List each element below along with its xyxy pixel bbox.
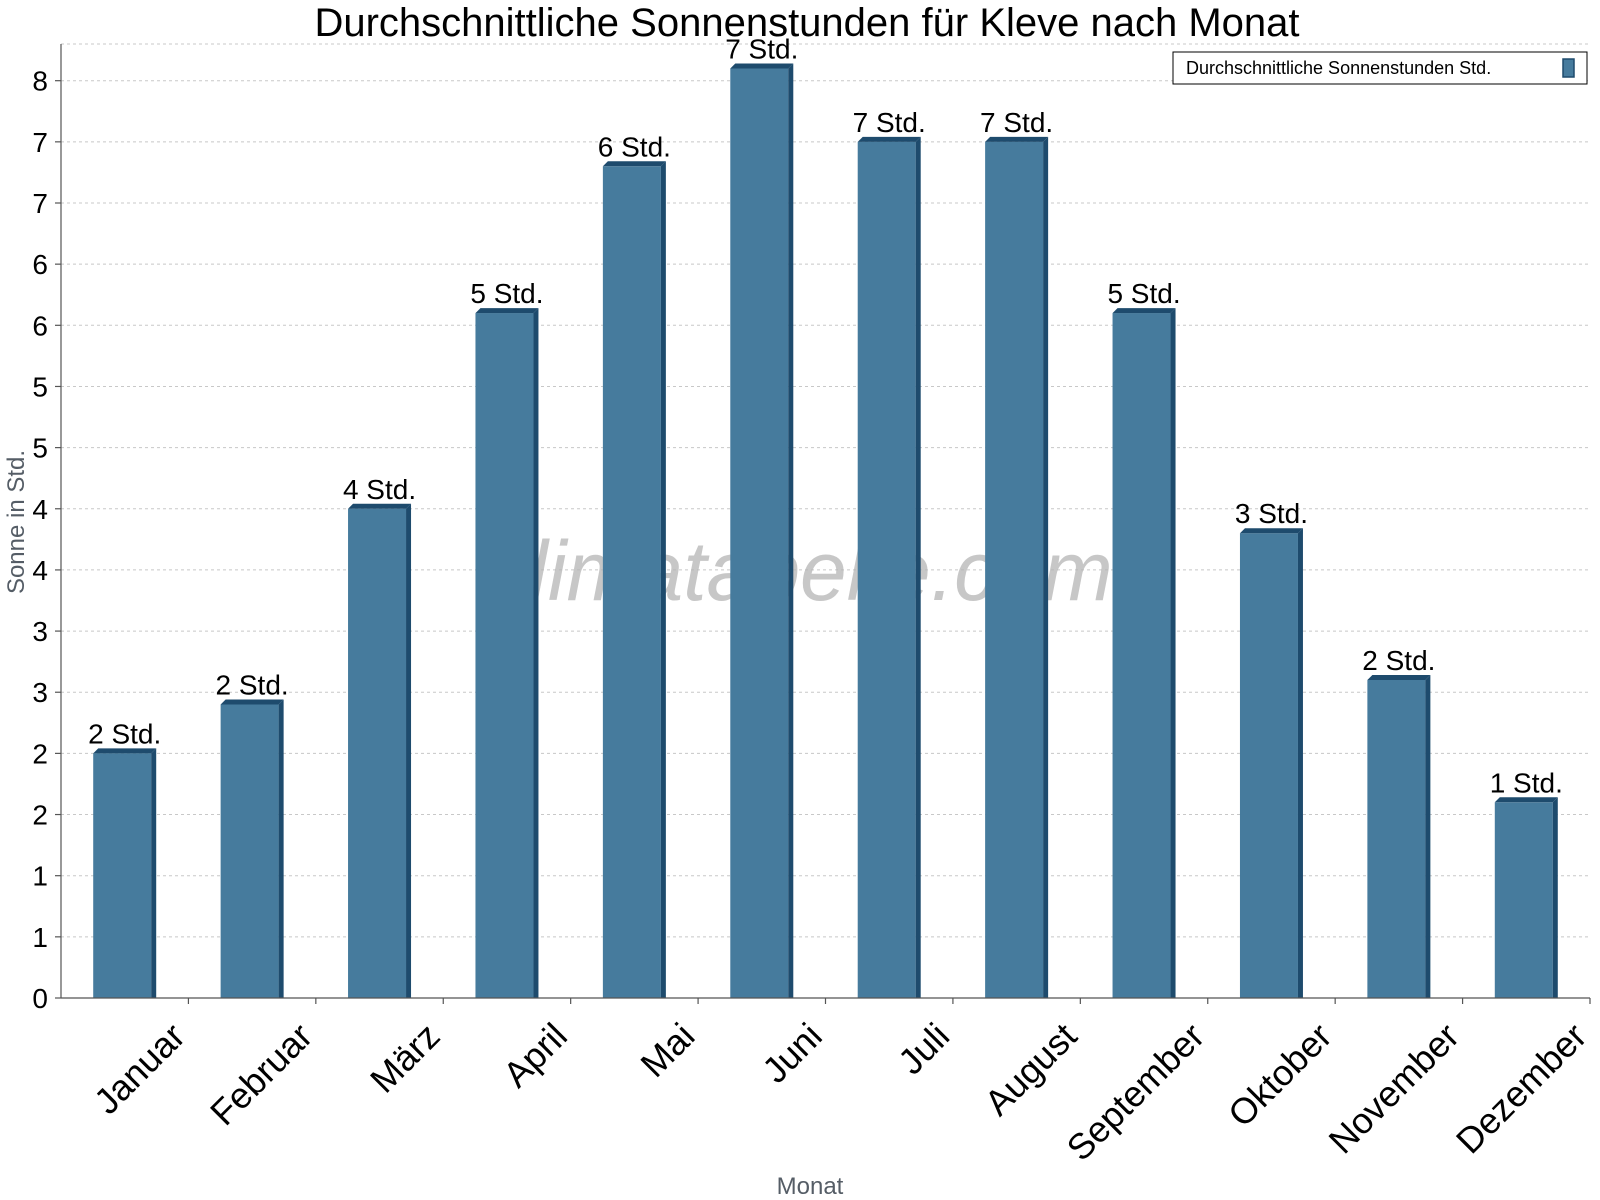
- bar-data-label: 7 Std.: [725, 33, 798, 64]
- gridlines: [61, 43, 1590, 938]
- bar-data-label: 2 Std.: [1362, 645, 1435, 676]
- bar: [985, 141, 1044, 998]
- bar-side: [278, 699, 284, 998]
- legend: Durchschnittliche Sonnenstunden Std.: [1172, 51, 1588, 85]
- bars: 2 Std. 2 Std. 4 Std. 5 Std. 6 Std. 7 Std. 7 St…: [88, 33, 1563, 999]
- bar-side: [151, 748, 157, 998]
- bar-side: [915, 136, 921, 998]
- bar-top: [1367, 675, 1431, 680]
- bar-side: [1043, 136, 1049, 998]
- y-tick-label: 5: [32, 433, 48, 464]
- bar: [1494, 802, 1553, 998]
- y-tick-label: 5: [32, 371, 48, 402]
- bar: [348, 508, 407, 998]
- y-tick-label: 6: [32, 310, 48, 341]
- bar-data-label: 2 Std.: [216, 669, 289, 700]
- bar-top: [1494, 797, 1558, 803]
- bar: [1239, 533, 1298, 998]
- y-tick-label: 2: [32, 800, 48, 831]
- bar: [857, 141, 916, 998]
- bar-side: [1552, 797, 1558, 998]
- x-tick-label: Februar: [202, 1015, 320, 1133]
- bar-side: [660, 161, 666, 999]
- y-tick-label: 7: [32, 188, 48, 219]
- bar-data-label: 2 Std.: [88, 718, 161, 749]
- bar-data-label: 1 Std.: [1490, 767, 1563, 798]
- x-tick-label: März: [362, 1015, 448, 1101]
- x-tick-label: Dezember: [1448, 1015, 1594, 1161]
- x-tick-label: Oktober: [1220, 1015, 1340, 1135]
- legend-label: Durchschnittliche Sonnenstunden Std.: [1186, 58, 1491, 78]
- bar-data-label: 7 Std.: [853, 107, 926, 138]
- y-tick-label: 6: [32, 249, 48, 280]
- x-tick-label: September: [1059, 1015, 1213, 1169]
- bar-data-label: 5 Std.: [470, 278, 543, 309]
- bar-top: [220, 699, 284, 705]
- x-axis-label: Monat: [777, 1173, 844, 1200]
- y-tick-label: 3: [32, 616, 48, 647]
- x-tick-label: Januar: [86, 1015, 193, 1122]
- bar: [93, 753, 152, 998]
- bar-top: [985, 136, 1049, 142]
- y-tick-label: 3: [32, 677, 48, 708]
- x-tick-label: Juni: [754, 1015, 830, 1091]
- bar-side: [406, 503, 412, 998]
- y-tick-label: 2: [32, 738, 48, 769]
- x-tick-label: August: [976, 1015, 1084, 1123]
- bar: [1112, 313, 1171, 999]
- bar-data-label: 4 Std.: [343, 474, 416, 505]
- chart-title: Durchschnittliche Sonnenstunden für Klev…: [314, 1, 1299, 45]
- y-tick-label: 1: [32, 922, 48, 953]
- bar-top: [602, 161, 666, 167]
- bar-side: [533, 308, 539, 999]
- legend-swatch: [1562, 58, 1575, 78]
- bar-top: [93, 748, 157, 754]
- y-tick-label: 7: [32, 127, 48, 158]
- bar-side: [788, 63, 794, 998]
- x-tick-label: April: [495, 1015, 575, 1095]
- bar-top: [475, 308, 539, 314]
- y-tick-label: 8: [32, 66, 48, 97]
- bar-top: [730, 63, 794, 69]
- y-axis-label: Sonne in Std.: [3, 450, 30, 594]
- y-tick-label: 1: [32, 861, 48, 892]
- y-tick-label: 4: [32, 494, 48, 525]
- bar-data-label: 6 Std.: [598, 131, 671, 162]
- y-tick-label: 4: [32, 555, 48, 586]
- bar: [475, 313, 534, 999]
- bar: [220, 704, 279, 998]
- bar-data-label: 5 Std.: [1107, 278, 1180, 309]
- bar: [730, 68, 789, 998]
- bar-top: [857, 136, 921, 142]
- bar-side: [1425, 675, 1431, 998]
- bar-top: [348, 503, 412, 509]
- x-tick-label: November: [1321, 1015, 1467, 1161]
- bar-data-label: 3 Std.: [1235, 498, 1308, 529]
- y-tick-label: 0: [32, 983, 48, 1014]
- x-tick-label: Juli: [890, 1015, 957, 1082]
- bar-side: [1170, 308, 1176, 999]
- bar-data-label: 7 Std.: [980, 107, 1053, 138]
- bar-top: [1112, 308, 1176, 314]
- bar: [1367, 680, 1426, 998]
- bar-side: [1297, 528, 1303, 998]
- legend-box: [1172, 51, 1588, 85]
- bar: [602, 166, 661, 999]
- bar-top: [1239, 528, 1303, 534]
- x-tick-label: Mai: [632, 1015, 702, 1085]
